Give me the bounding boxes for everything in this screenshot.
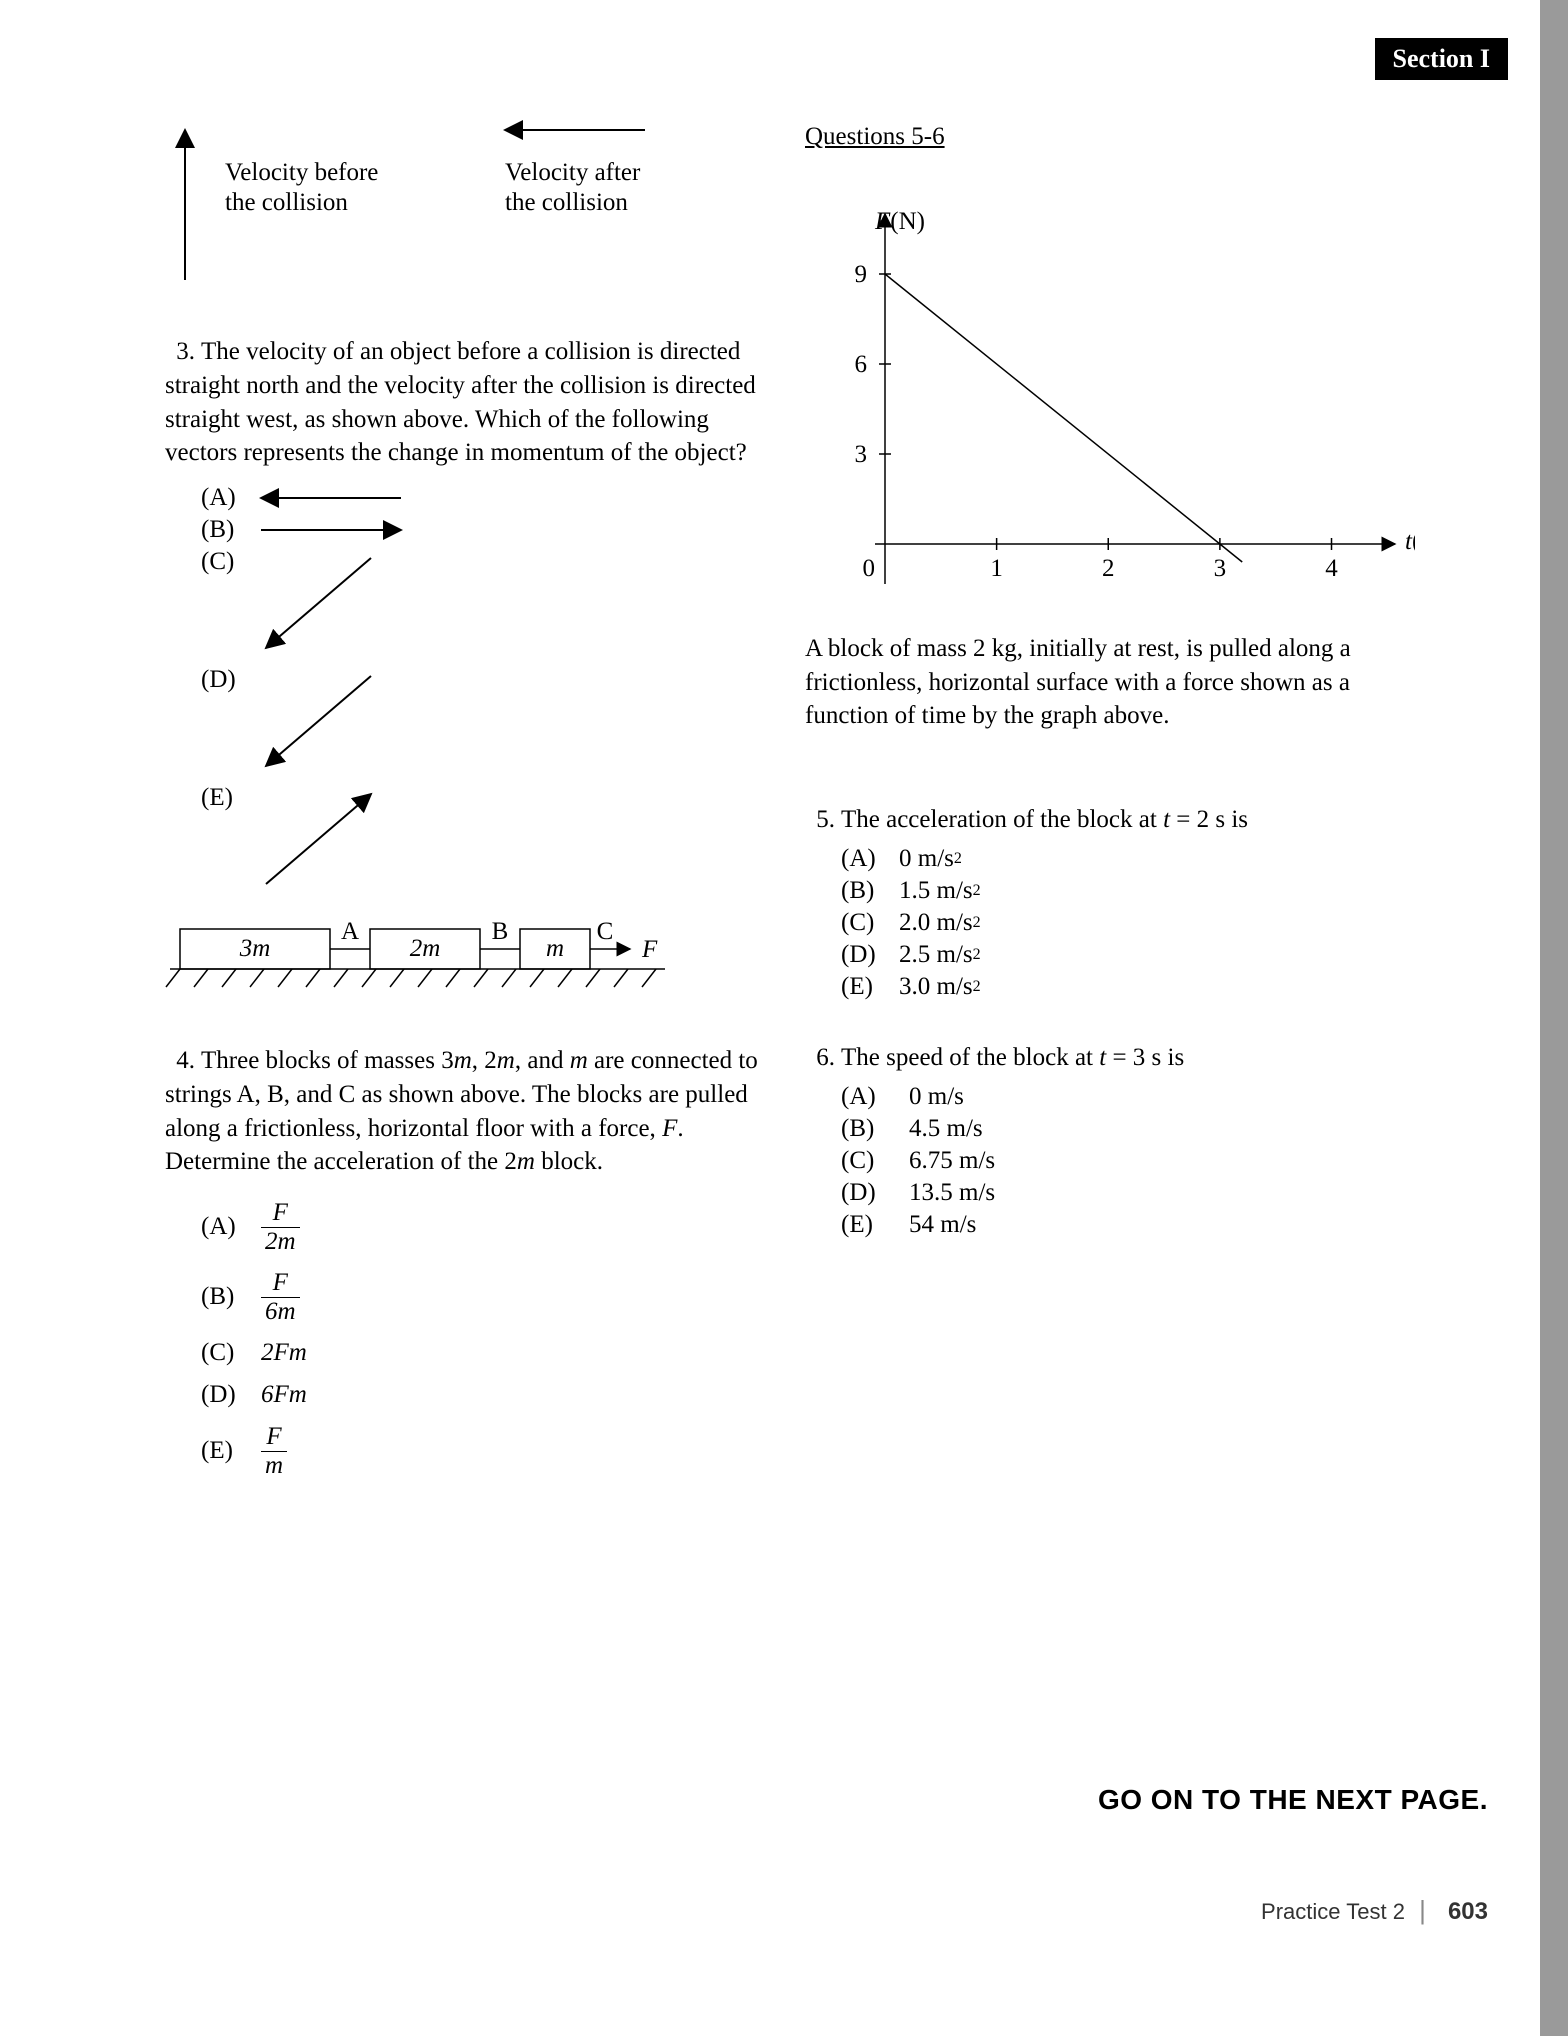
q6-choice: (E)54 m/s [841,1211,1415,1239]
svg-text:4: 4 [1325,555,1338,582]
q4-stem: 4.Three blocks of masses 3m, 2m, and m a… [165,1044,775,1179]
q3-choice-e: (E) [201,784,775,894]
q3-stem: 3.The velocity of an object before a col… [165,335,775,470]
svg-text:Velocity after: Velocity after [505,159,641,186]
svg-text:t(s): t(s) [1405,528,1415,555]
q4-choice: (A)F2m [201,1199,775,1255]
q4-choice: (E)Fm [201,1423,775,1479]
q5-choice: (E)3.0 m/s2 [841,973,1415,1001]
q3-number: 3. [165,335,195,369]
arrow-sw-icon [251,548,391,658]
question-5: 5.The acceleration of the block at t = 2… [805,803,1415,1001]
section-tab: Section I [1375,38,1509,80]
graph-caption: A block of mass 2 kg, initially at rest,… [805,632,1425,733]
figure-velocity-vectors: Velocity before the collision Velocity aft… [165,120,725,295]
q3-text: The velocity of an object before a colli… [165,338,756,466]
q4-text: Three blocks of masses 3m, 2m, and m are… [165,1047,758,1175]
svg-text:B: B [492,919,509,945]
q4-choices: (A)F2m (B)F6m (C)2Fm (D)6Fm (E)Fm [165,1199,775,1479]
svg-text:Velocity before: Velocity before [225,159,378,186]
footer-separator: | [1419,1895,1426,1925]
figure-blocks: 3m A 2m Bm C F [165,919,705,1009]
q3-choice-b: (B) [201,516,775,544]
q5-choice: (C)2.0 m/s2 [841,909,1415,937]
choice-label: (C) [201,548,251,576]
q4-number: 4. [165,1044,195,1078]
svg-text:3: 3 [855,441,868,468]
q3-choices: (A) (B) (C) (D) (E) [165,484,775,894]
arrow-ne-icon [251,784,391,894]
svg-text:1: 1 [990,555,1003,582]
q4-choice: (C)2Fm [201,1339,775,1367]
arrow-sw-icon [251,666,391,776]
svg-text:C: C [597,919,614,945]
right-column: Questions 5-6 36912340F(N)t(s) A block o… [805,120,1415,1243]
q6-choice: (B)4.5 m/s [841,1115,1415,1143]
q3-choice-d: (D) [201,666,775,776]
q5-choice: (A)0 m/s2 [841,845,1415,873]
svg-text:F(N): F(N) [874,208,925,235]
svg-text:9: 9 [855,261,868,288]
svg-text:2m: 2m [410,935,441,962]
choice-label: (B) [201,516,251,544]
footer-page-number: 603 [1448,1898,1488,1925]
figure-force-time-graph: 36912340F(N)t(s) [805,184,1415,614]
page-footer: Practice Test 2 | 603 [1261,1895,1488,1926]
questions-range-header: Questions 5-6 [805,120,1415,154]
q5-choice: (B)1.5 m/s2 [841,877,1415,905]
q5-choice: (D)2.5 m/s2 [841,941,1415,969]
q5-text: The acceleration of the block at t = 2 s… [841,806,1248,833]
svg-text:the collision: the collision [225,189,348,216]
q5-stem: 5.The acceleration of the block at t = 2… [805,803,1415,837]
question-4: 4.Three blocks of masses 3m, 2m, and m a… [165,1044,775,1479]
q6-stem: 6.The speed of the block at t = 3 s is [805,1041,1415,1075]
q4-choice: (D)6Fm [201,1381,775,1409]
svg-text:3m: 3m [239,935,271,962]
question-3: 3.The velocity of an object before a col… [165,335,775,894]
q6-choices: (A)0 m/s (B)4.5 m/s (C)6.75 m/s (D)13.5 m/s… [805,1083,1415,1239]
q6-choice: (C)6.75 m/s [841,1147,1415,1175]
svg-text:m: m [546,935,564,962]
question-6: 6.The speed of the block at t = 3 s is (… [805,1041,1415,1239]
q5-choices: (A)0 m/s2 (B)1.5 m/s2 (C)2.0 m/s2 (D)2.5 m/… [805,845,1415,1001]
left-column: Velocity before the collision Velocity aft… [165,120,775,1493]
q6-choice: (D)13.5 m/s [841,1179,1415,1207]
choice-label: (A) [201,484,251,512]
svg-text:6: 6 [855,351,868,378]
q4-choice: (B)F6m [201,1269,775,1325]
choice-label: (D) [201,666,251,694]
svg-text:0: 0 [863,555,876,582]
arrow-left-icon [251,487,411,509]
q6-choice: (A)0 m/s [841,1083,1415,1111]
svg-text:F: F [641,936,658,963]
footer-title: Practice Test 2 [1261,1899,1405,1924]
q5-number: 5. [805,803,835,837]
q6-text: The speed of the block at t = 3 s is [841,1044,1184,1071]
q6-number: 6. [805,1041,835,1075]
svg-text:3: 3 [1214,555,1227,582]
svg-text:2: 2 [1102,555,1115,582]
page-edge-shadow [1540,0,1568,2036]
choice-label: (E) [201,784,251,812]
svg-text:A: A [341,919,359,945]
svg-text:the collision: the collision [505,189,628,216]
arrow-right-icon [251,519,411,541]
next-page-notice: GO ON TO THE NEXT PAGE. [1098,1784,1488,1816]
q3-choice-c: (C) [201,548,775,658]
q3-choice-a: (A) [201,484,775,512]
